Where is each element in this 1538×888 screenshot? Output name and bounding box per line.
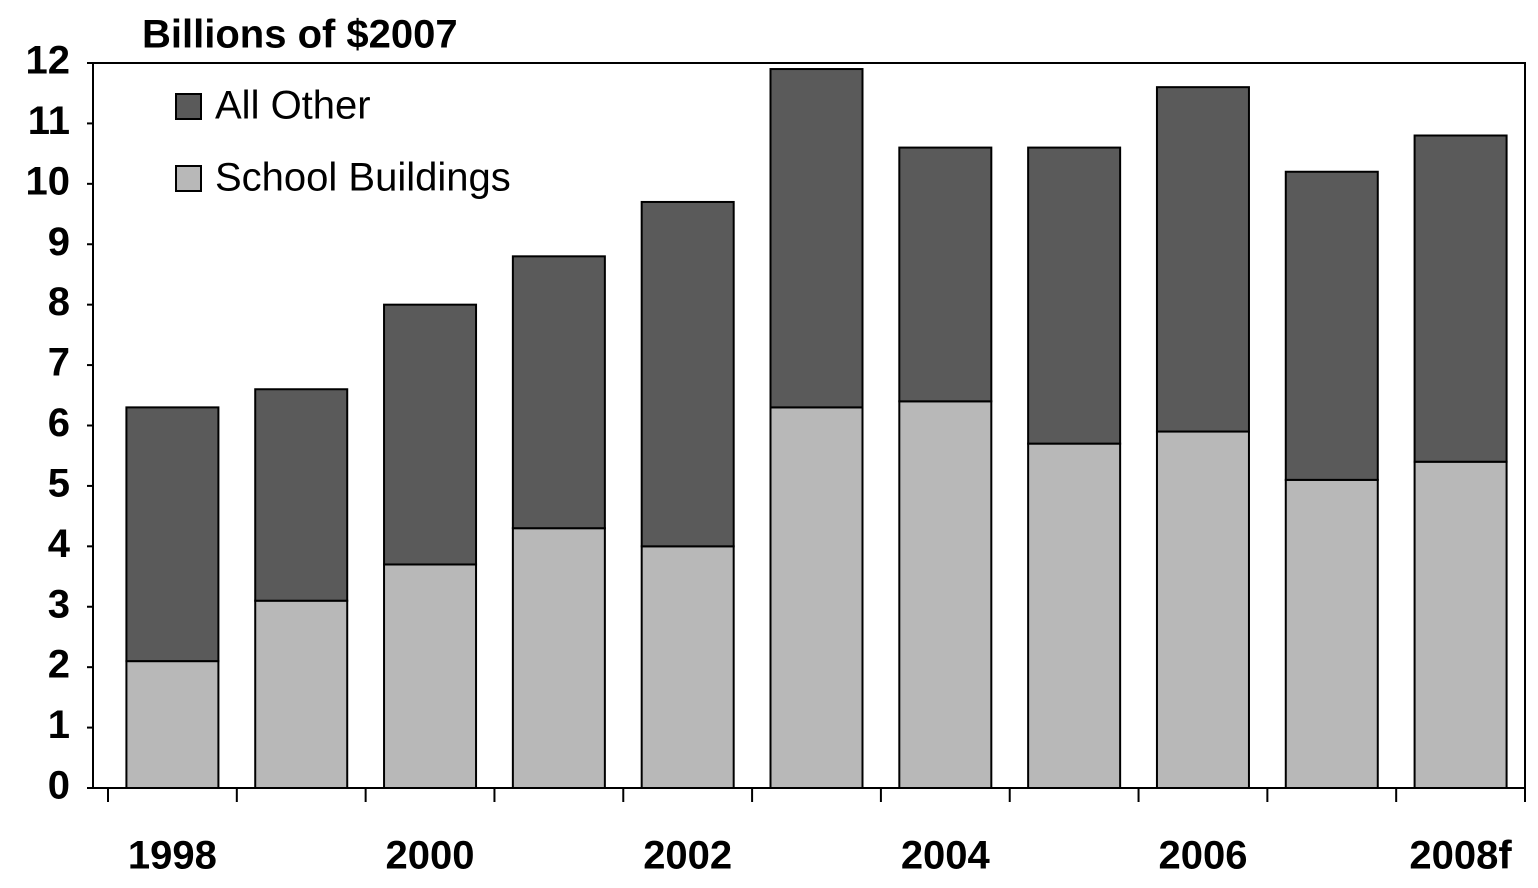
x-tick-label: 1998 [128, 834, 217, 878]
bar-segment [898, 146, 993, 403]
bar-segment [769, 68, 864, 409]
bar-segment [640, 200, 735, 548]
y-tick-label: 8 [48, 280, 70, 324]
bar-segment [1027, 442, 1122, 789]
x-tick-label: 2000 [386, 834, 475, 878]
bar-segment [1027, 146, 1122, 445]
legend-label: School Buildings [215, 156, 511, 200]
bar-segment [769, 406, 864, 789]
y-tick-label: 0 [48, 764, 70, 808]
x-tick-label: 2004 [901, 834, 991, 878]
bar-segment [254, 388, 349, 602]
bar-segment [254, 599, 349, 789]
chart-title: Billions of $2007 [142, 13, 458, 57]
y-tick-label: 1 [48, 703, 70, 747]
bar-segment [383, 563, 478, 789]
x-tick-label: 2002 [643, 834, 732, 878]
bar-segment [1284, 478, 1379, 789]
bar-segment [1413, 134, 1508, 463]
bar-segment [125, 660, 220, 789]
y-tick-label: 7 [48, 341, 70, 385]
bar-segment [640, 545, 735, 789]
y-tick-label: 6 [48, 401, 70, 445]
y-tick-label: 4 [48, 522, 71, 566]
bar-segment [511, 255, 606, 530]
y-tick-label: 9 [48, 220, 70, 264]
x-tick-label: 2006 [1158, 834, 1247, 878]
y-tick-label: 2 [48, 643, 70, 687]
x-tick-label: 2008f [1409, 834, 1512, 878]
bar-segment [1413, 460, 1508, 789]
y-tick-label: 11 [28, 99, 70, 143]
bar-segment [1155, 86, 1250, 433]
legend-swatch [175, 165, 202, 192]
bar-segment [125, 406, 220, 663]
y-tick-label: 5 [48, 461, 70, 505]
bar-segment [511, 527, 606, 789]
bar-segment [1284, 170, 1379, 481]
bar-segment [898, 400, 993, 789]
legend-swatch [175, 93, 202, 120]
y-tick-label: 3 [48, 582, 70, 626]
legend-label: All Other [215, 84, 371, 128]
y-tick-label: 10 [26, 159, 71, 203]
bar-segment [1155, 430, 1250, 789]
bar-segment [383, 303, 478, 566]
y-tick-label: 12 [26, 39, 71, 83]
